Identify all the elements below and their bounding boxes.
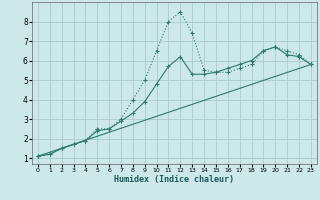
- X-axis label: Humidex (Indice chaleur): Humidex (Indice chaleur): [115, 175, 234, 184]
